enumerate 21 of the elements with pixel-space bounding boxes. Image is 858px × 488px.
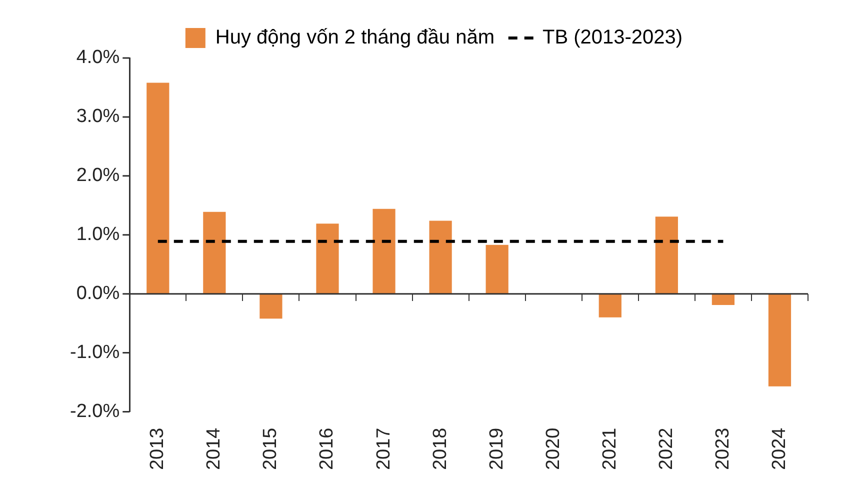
- x-tick-label: 2023: [712, 428, 734, 470]
- y-tick-label: 4.0%: [76, 47, 120, 68]
- y-tick-label: -2.0%: [70, 400, 120, 422]
- legend-label: TB (2013-2023): [542, 26, 683, 49]
- y-tick-label: 2.0%: [76, 165, 120, 186]
- x-tick-label: 2013: [147, 428, 168, 470]
- x-tick-label: 2021: [599, 428, 620, 470]
- y-tick-label: 0.0%: [76, 283, 120, 304]
- x-tick-label: 2022: [656, 428, 677, 470]
- x-tick-label: 2019: [486, 428, 508, 470]
- legend-label: Huy động vốn 2 tháng đầu năm: [215, 26, 495, 49]
- y-tick-label: -1.0%: [70, 342, 120, 364]
- x-tick-label: 2015: [260, 428, 282, 470]
- x-tick-label: 2024: [768, 427, 790, 470]
- y-tick-label: 3.0%: [76, 106, 120, 128]
- x-tick-label: 2016: [316, 428, 338, 470]
- y-tick-label: 1.0%: [76, 224, 120, 246]
- x-tick-label: 2014: [204, 427, 225, 470]
- x-tick-label: 2017: [373, 428, 394, 470]
- x-tick-label: 2018: [430, 428, 451, 470]
- x-tick-label: 2020: [542, 428, 564, 470]
